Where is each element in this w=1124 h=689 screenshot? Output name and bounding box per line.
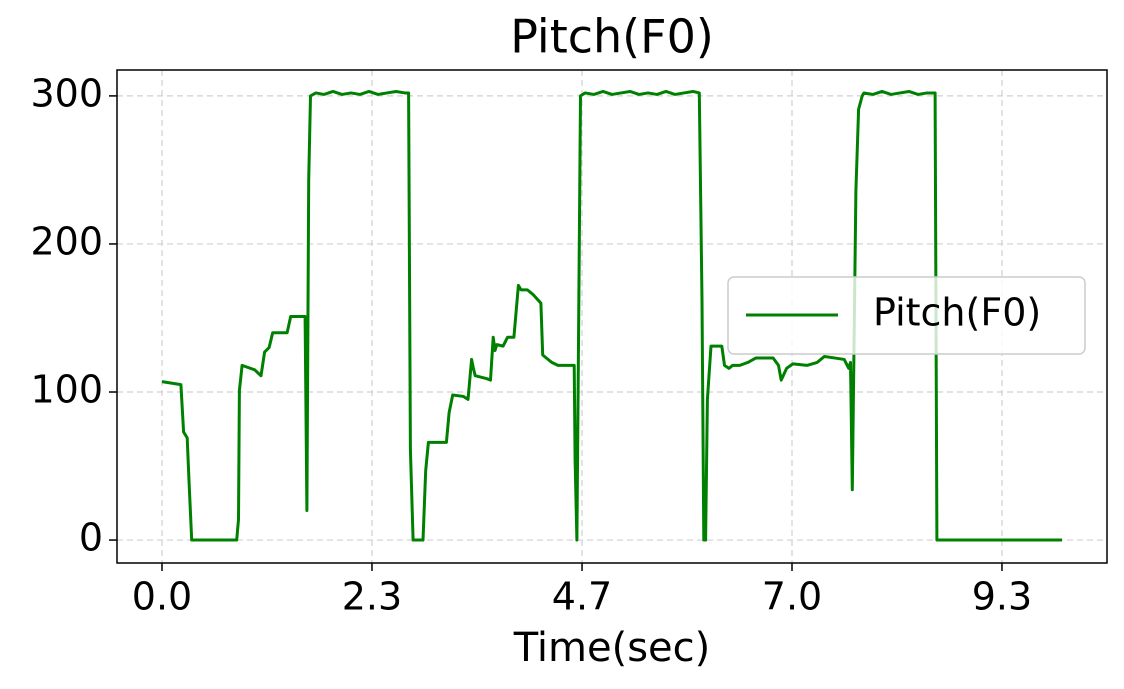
chart-title: Pitch(F0) xyxy=(510,10,714,64)
x-tick-label: 4.7 xyxy=(552,575,612,619)
legend-label: Pitch(F0) xyxy=(873,291,1041,335)
y-tick-label: 100 xyxy=(30,368,103,412)
pitch-line xyxy=(161,89,1062,542)
x-tick-label: 7.0 xyxy=(762,575,822,619)
x-tick-label: 9.3 xyxy=(972,575,1032,619)
x-tick-label: 2.3 xyxy=(342,575,402,619)
legend-box xyxy=(727,276,1086,355)
y-tick-label: 0 xyxy=(79,516,103,560)
x-tick-label: 0.0 xyxy=(132,575,192,619)
axes-frame xyxy=(116,69,1108,564)
y-tick-label: 200 xyxy=(30,219,103,263)
y-tick-label: 300 xyxy=(30,71,103,115)
x-axis-label: Time(sec) xyxy=(513,625,711,671)
